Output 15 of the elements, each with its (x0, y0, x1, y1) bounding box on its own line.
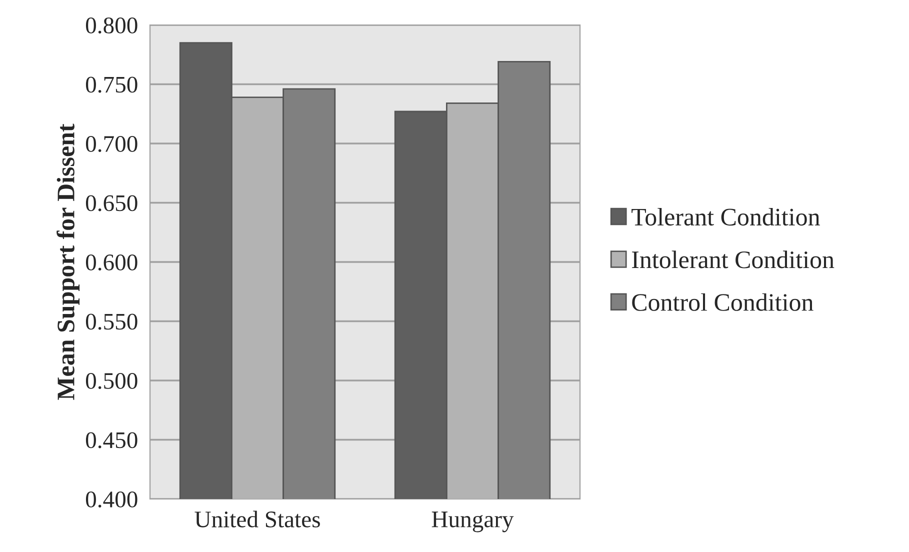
y-tick-label: 0.650 (86, 195, 138, 212)
y-tick-label: 0.700 (86, 136, 138, 152)
legend-label: Control Condition (632, 293, 814, 311)
y-tick-label: 0.450 (86, 432, 138, 448)
y-tick-label: 0.500 (86, 372, 138, 390)
y-axis-title: Mean Support for Dissent (56, 124, 80, 400)
legend-label: Intolerant Condition (632, 250, 834, 268)
y-tick-label: 0.400 (86, 491, 138, 508)
y-tick-label: 0.800 (86, 17, 138, 34)
legend-label: Tolerant Condition (632, 208, 820, 226)
y-tick-label: 0.750 (86, 76, 138, 93)
y-tick-label: 0.600 (86, 254, 138, 271)
x-tick-label: Hungary (432, 512, 514, 532)
y-tick-label: 0.550 (86, 314, 138, 330)
x-tick-label: United States (194, 510, 320, 528)
